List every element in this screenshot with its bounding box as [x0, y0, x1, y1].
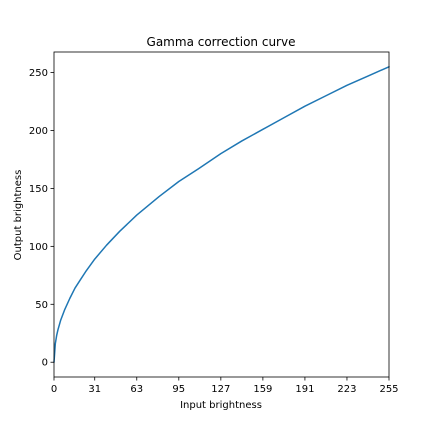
series-line-0	[53, 66, 390, 363]
x-tick-label: 255	[379, 384, 398, 395]
x-tick-label: 0	[51, 384, 57, 395]
x-tick-label: 223	[337, 384, 356, 395]
chart-title: Gamma correction curve	[147, 35, 296, 49]
x-axis-label: Input brightness	[180, 400, 262, 411]
y-tick-label: 100	[29, 242, 48, 253]
y-tick-label: 200	[29, 126, 48, 137]
x-tick-label: 127	[211, 384, 230, 395]
y-tick-label: 50	[35, 300, 48, 311]
plot-frame	[53, 51, 390, 378]
x-tick-label: 63	[130, 384, 143, 395]
y-axis-label: Output brightness	[13, 170, 24, 261]
y-axis-ticks: 0 50 100 150 200 250	[29, 68, 54, 369]
x-tick-label: 31	[88, 384, 101, 395]
x-tick-label: 159	[253, 384, 272, 395]
x-tick-label: 191	[295, 384, 314, 395]
x-tick-label: 95	[172, 384, 185, 395]
y-tick-label: 250	[29, 68, 48, 79]
y-tick-label: 150	[29, 184, 48, 195]
x-axis-ticks: 0 31 63 95 127 159 191 223 255	[51, 377, 399, 395]
y-tick-label: 0	[42, 358, 48, 369]
plot-area	[53, 66, 390, 363]
